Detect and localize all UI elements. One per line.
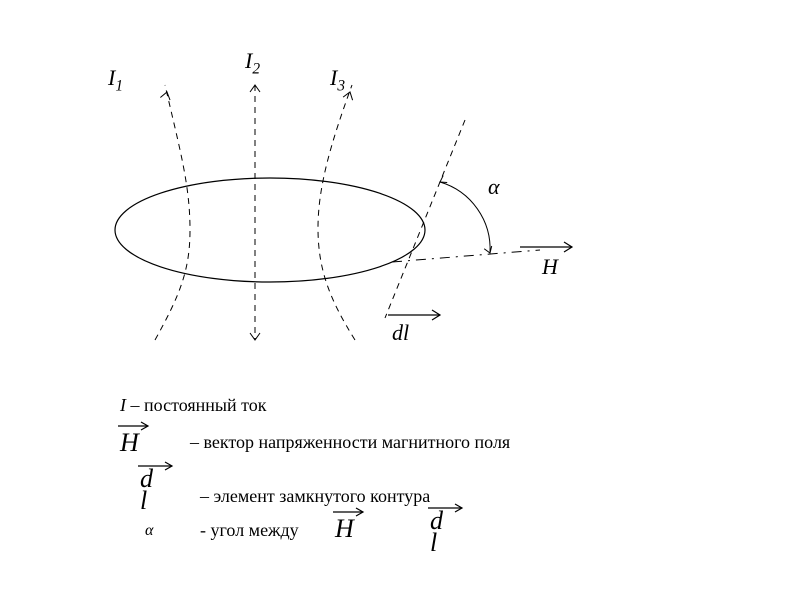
legend-line-2-rest: вектор напряженности магнитного поля	[204, 432, 511, 452]
angle-arc	[440, 182, 490, 253]
dl-guide-line	[385, 120, 465, 318]
legend-line-2-dash: –	[190, 432, 204, 452]
h-tangent-line	[392, 250, 540, 262]
legend-line-4-rest: угол между	[211, 520, 299, 540]
label-i2-sub: 2	[252, 60, 260, 77]
legend-line-2: – вектор напряженности магнитного поля	[190, 432, 510, 453]
label-i2: I2	[245, 48, 260, 78]
legend-line-3-dash: –	[200, 486, 214, 506]
legend-line-4-lead: -	[200, 520, 211, 540]
legend-dl2-symbol-l: l	[430, 532, 443, 554]
label-alpha-top: α	[488, 174, 500, 200]
legend-dl2-symbol: d l	[430, 510, 443, 554]
label-i3-sub: 3	[337, 77, 345, 94]
legend-alpha-symbol: α	[145, 522, 153, 540]
legend-dl-symbol: d l	[140, 468, 153, 512]
legend-line-3: – элемент замкнутого контура	[200, 486, 430, 507]
legend-line-4: - угол между	[200, 520, 299, 541]
diagram-stage: I1 I2 I3 α H dl I – постоянный ток H – в…	[0, 0, 800, 600]
legend-line-1: I – постоянный ток	[120, 395, 267, 416]
legend-line-1-dash: –	[126, 395, 144, 415]
legend-h2-symbol: H	[335, 514, 354, 544]
current-i3-line	[318, 85, 355, 340]
current-i1-arrow	[160, 91, 171, 100]
angle-arc-arrow-end	[484, 246, 494, 254]
label-i1-sub: 1	[115, 77, 123, 94]
legend-h-symbol: H	[120, 428, 139, 458]
current-i1-line	[155, 85, 190, 340]
legend-line-3-rest: элемент замкнутого контура	[214, 486, 431, 506]
legend-dl-symbol-l: l	[140, 490, 153, 512]
label-i3: I3	[330, 65, 345, 95]
label-dl-top: dl	[392, 320, 409, 346]
label-h-top: H	[542, 254, 558, 280]
legend-line-1-rest: постоянный ток	[144, 395, 267, 415]
label-i1: I1	[108, 65, 123, 95]
closed-contour	[115, 178, 425, 282]
